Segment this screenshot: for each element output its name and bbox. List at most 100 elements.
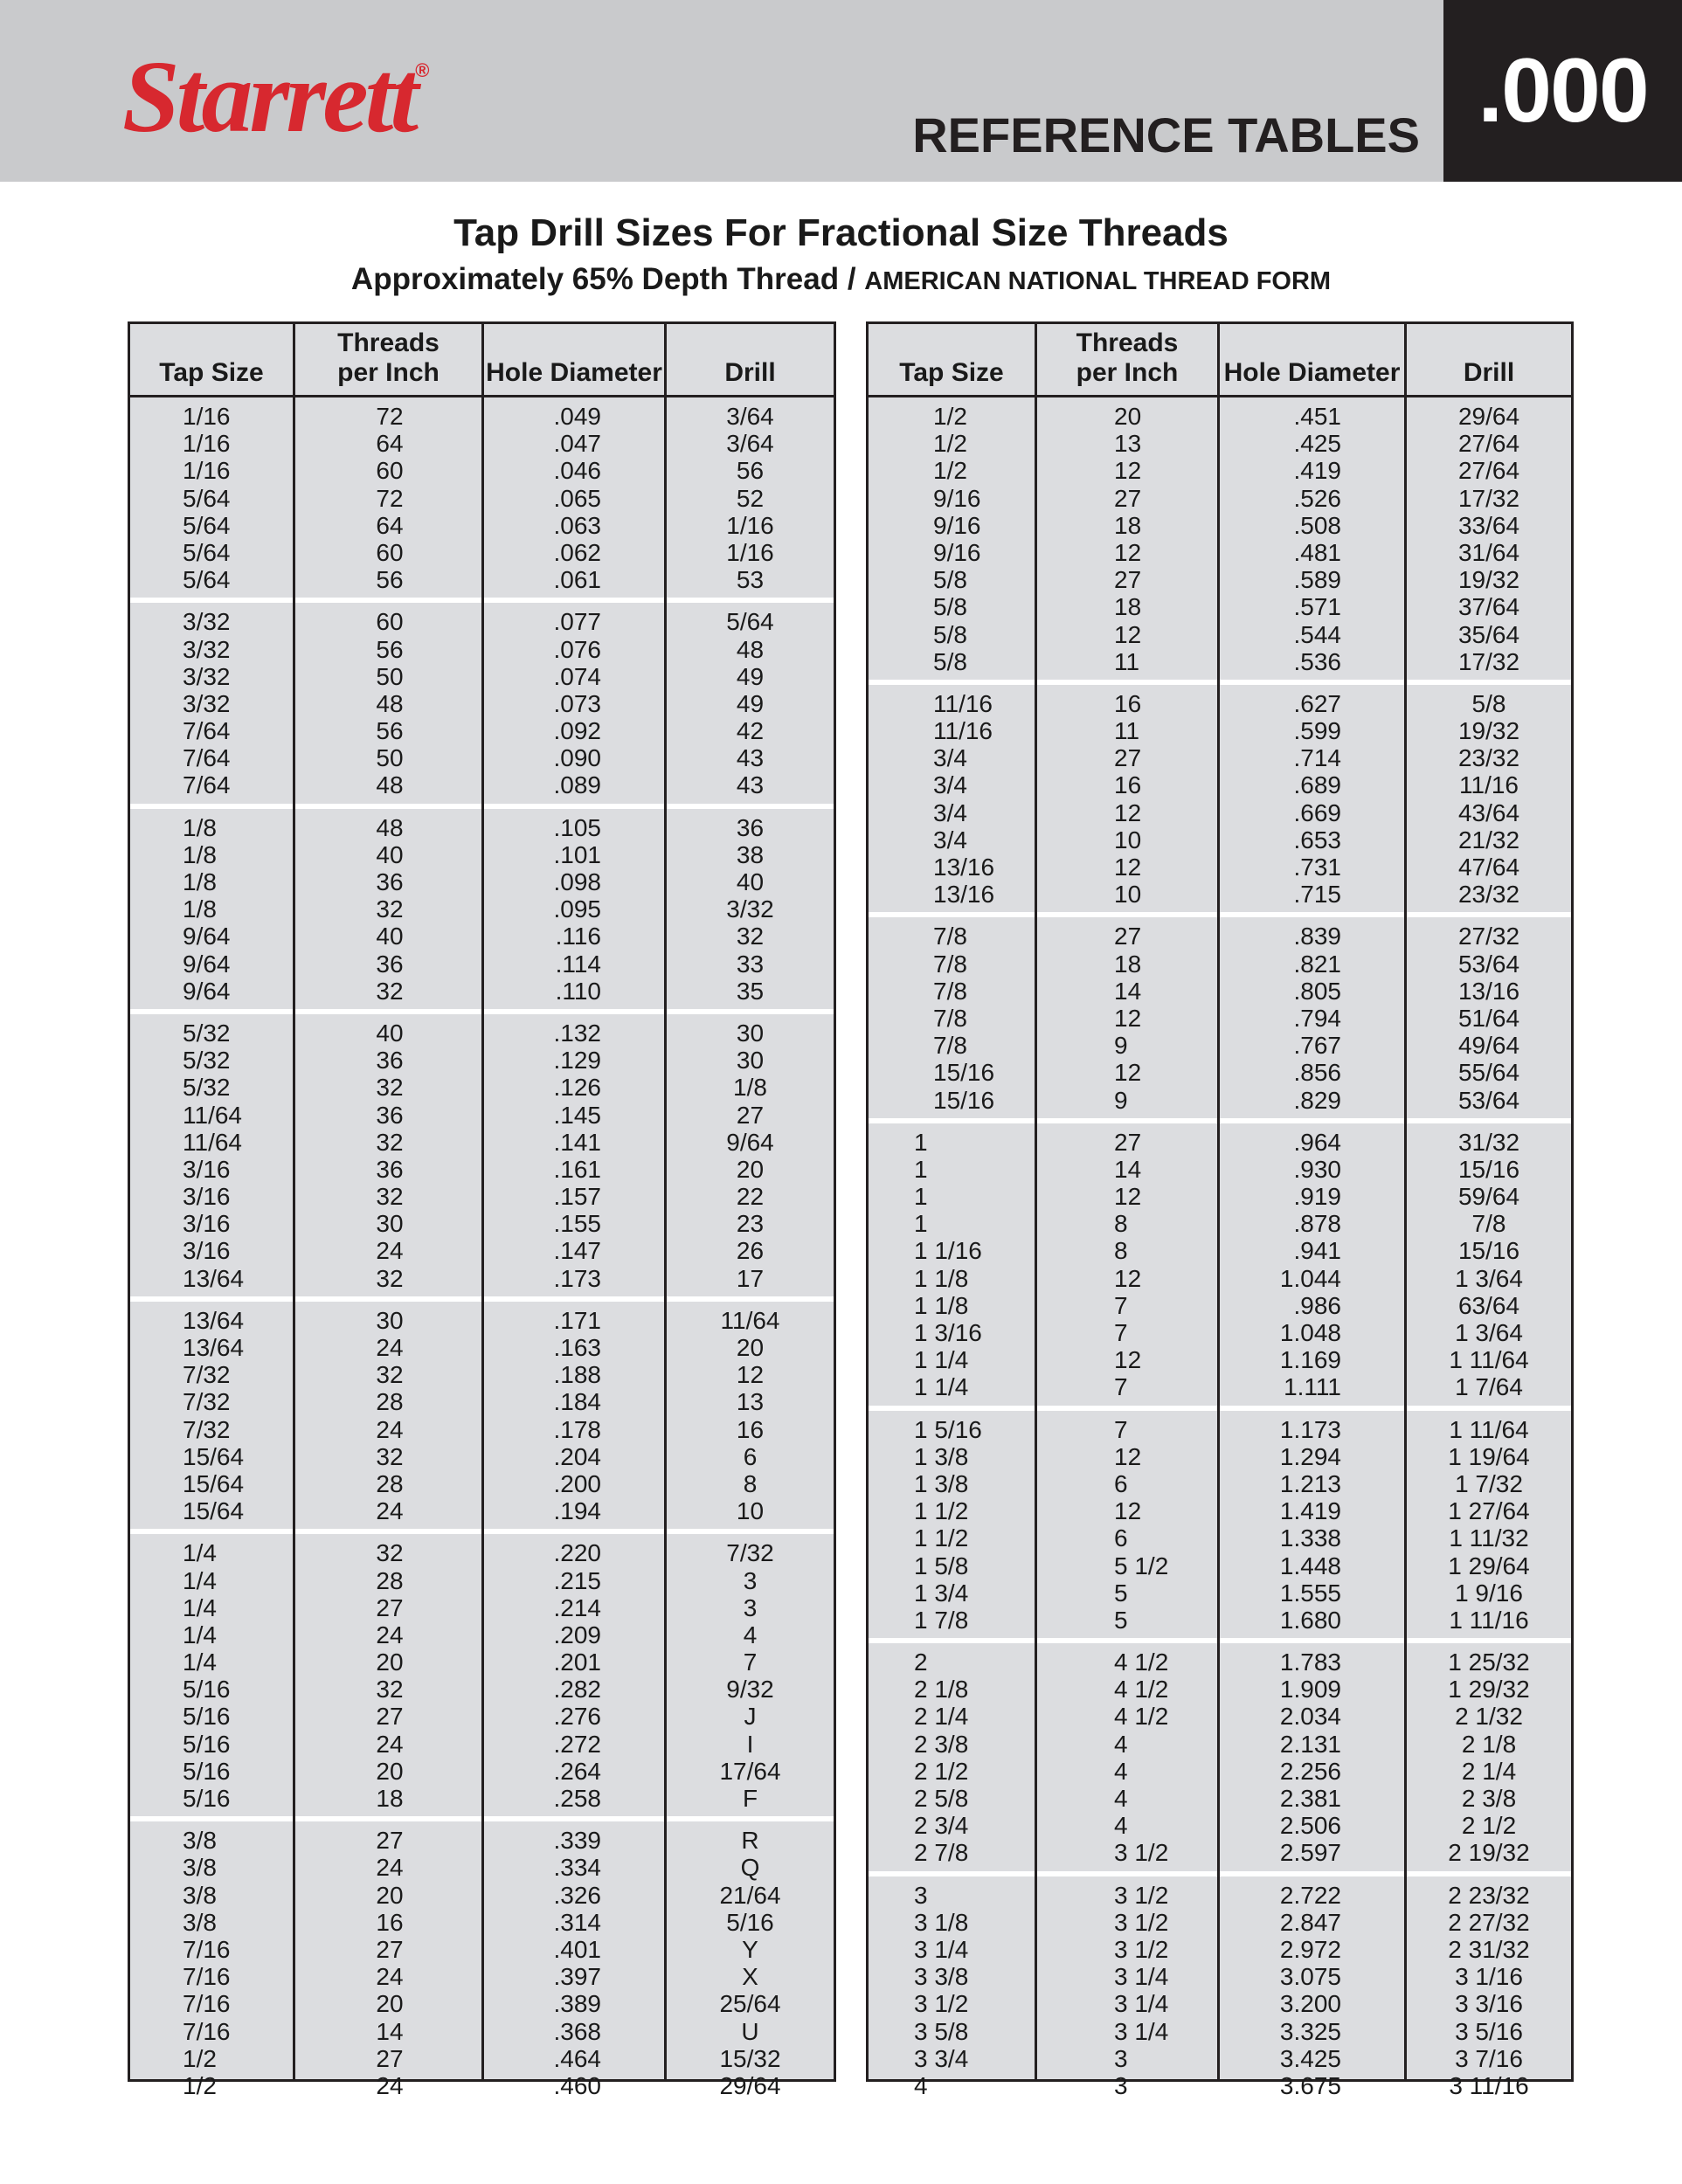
cell-tap-size: 3 3/4	[914, 2044, 969, 2072]
cell-hole-diameter: .132	[553, 1019, 602, 1047]
cell-hole-diameter: 2.506	[1279, 1812, 1341, 1840]
table-row: 11/64 32 .141 9/64	[130, 1129, 834, 1156]
cell-hole-diameter: 1.909	[1279, 1676, 1341, 1704]
cell-tap-size: 7/8	[933, 977, 967, 1005]
cell-tap-size: 3/4	[933, 826, 967, 854]
cell-hole-diameter: .089	[553, 771, 602, 799]
cell-tap-size: 7/8	[933, 1004, 967, 1032]
cell-tap-size: 15/64	[183, 1497, 245, 1525]
cell-hole-diameter: .878	[1293, 1210, 1342, 1238]
cell-threads-per-inch: 12	[1114, 1442, 1142, 1470]
cell-threads-per-inch: 7	[1114, 1291, 1128, 1319]
cell-hole-diameter: 1.448	[1279, 1552, 1341, 1579]
table-row: 9/16 27 .526 17/32	[869, 485, 1571, 512]
cell-drill: 1 27/64	[1448, 1497, 1530, 1525]
cell-tap-size: 3/8	[183, 1881, 217, 1909]
table-row: 11/16 16 .627 5/8	[869, 690, 1571, 717]
table-row: 5/64 64 .063 1/16	[130, 512, 834, 539]
cell-threads-per-inch: 12	[1114, 457, 1142, 485]
table-row: 1/4 28 .215 3	[130, 1567, 834, 1594]
cell-drill: 7	[743, 1648, 758, 1676]
row-group: 7/8 27 .839 27/32 7/8 18 .821 53/64 7/8 14 .805 13/…	[869, 917, 1571, 1123]
cell-hole-diameter: .839	[1293, 923, 1342, 950]
cell-drill: 49/64	[1457, 1032, 1520, 1060]
cell-drill: 1 7/64	[1455, 1373, 1523, 1401]
header-band	[0, 0, 1443, 182]
cell-threads-per-inch: 72	[376, 403, 404, 430]
cell-drill: 2 1/4	[1461, 1757, 1517, 1785]
cell-tap-size: 7/64	[183, 771, 231, 799]
cell-threads-per-inch: 48	[376, 813, 404, 841]
cell-hole-diameter: .194	[553, 1497, 602, 1525]
cell-tap-size: 1/16	[183, 403, 231, 430]
cell-tap-size: 1/4	[183, 1648, 217, 1676]
table-row: 3/32 48 .073 49	[130, 690, 834, 717]
table-row: 5/32 36 .129 30	[130, 1047, 834, 1074]
table-row: 3/16 24 .147 26	[130, 1237, 834, 1264]
cell-tap-size: 1	[914, 1155, 928, 1183]
cell-drill: 31/32	[1457, 1128, 1520, 1156]
tap-drill-table-left: Tap Size Threads per Inch Hole Diameter Dri…	[128, 321, 836, 2099]
cell-drill: 27/64	[1457, 457, 1520, 485]
cell-drill: 53/64	[1457, 950, 1520, 978]
table-row: 2 3/8 4 2.131 2 1/8	[869, 1731, 1571, 1758]
table-row: 3/16 30 .155 23	[130, 1210, 834, 1237]
cell-threads-per-inch: 24	[376, 2071, 404, 2099]
table-row: 3/32 56 .076 48	[130, 636, 834, 663]
cell-threads-per-inch: 60	[376, 538, 404, 566]
cell-hole-diameter: 1.044	[1279, 1264, 1341, 1292]
cell-tap-size: 3/4	[933, 744, 967, 772]
cell-tap-size: 13/16	[933, 854, 995, 881]
table-row: 3 5/8 3 1/4 3.325 3 5/16	[869, 2018, 1571, 2045]
cell-tap-size: 5/8	[933, 593, 967, 621]
table-row: 7/32 32 .188 12	[130, 1361, 834, 1388]
cell-drill: 16	[736, 1415, 765, 1443]
cell-threads-per-inch: 56	[376, 635, 404, 663]
table-row: 7/64 48 .089 43	[130, 771, 834, 798]
cell-hole-diameter: .669	[1293, 798, 1342, 826]
table-row: 5/16 20 .264 17/64	[130, 1758, 834, 1785]
cell-tap-size: 3/32	[183, 662, 231, 690]
cell-threads-per-inch: 3 1/2	[1114, 1839, 1169, 1867]
cell-hole-diameter: .282	[553, 1676, 602, 1704]
table-row: 1 3/8 12 1.294 1 19/64	[869, 1443, 1571, 1470]
cell-hole-diameter: .599	[1293, 717, 1342, 745]
table-row: 3/8 16 .314 5/16	[130, 1909, 834, 1936]
table-row: 1/16 72 .049 3/64	[130, 403, 834, 430]
cell-hole-diameter: .829	[1293, 1086, 1342, 1114]
cell-hole-diameter: .155	[553, 1210, 602, 1238]
cell-tap-size: 3/32	[183, 689, 231, 717]
cell-hole-diameter: .047	[553, 430, 602, 458]
cell-hole-diameter: .209	[553, 1621, 602, 1648]
cell-tap-size: 1/8	[183, 895, 217, 923]
cell-hole-diameter: .046	[553, 457, 602, 485]
table-row: 5/8 11 .536 17/32	[869, 648, 1571, 675]
cell-drill: 6	[743, 1442, 758, 1470]
cell-threads-per-inch: 28	[376, 1388, 404, 1416]
cell-tap-size: 1 7/8	[914, 1606, 969, 1634]
cell-threads-per-inch: 32	[376, 1128, 404, 1156]
table-row: 1 5/16 7 1.173 1 11/64	[869, 1416, 1571, 1443]
column-header-tap-size: Tap Size	[869, 324, 1037, 395]
cell-threads-per-inch: 24	[376, 1334, 404, 1361]
cell-tap-size: 9/16	[933, 511, 981, 539]
cell-drill: 2 1/2	[1461, 1812, 1517, 1840]
cell-hole-diameter: .074	[553, 662, 602, 690]
table-row: 1 3/16 7 1.048 1 3/64	[869, 1319, 1571, 1346]
table-row: 1/2 27 .464 15/32	[130, 2045, 834, 2072]
cell-threads-per-inch: 12	[1114, 1346, 1142, 1374]
table-row: 7/16 14 .368 U	[130, 2018, 834, 2045]
cell-threads-per-inch: 64	[376, 511, 404, 539]
cell-hole-diameter: .627	[1293, 689, 1342, 717]
cell-drill: J	[744, 1703, 757, 1731]
column-header-hole-diameter: Hole Diameter	[1220, 324, 1407, 395]
cell-drill: 2 27/32	[1448, 1908, 1530, 1936]
cell-threads-per-inch: 14	[376, 2017, 404, 2045]
cell-tap-size: 5/8	[933, 566, 967, 594]
cell-tap-size: 3 5/8	[914, 2017, 969, 2045]
cell-hole-diameter: .451	[1293, 403, 1342, 430]
cell-threads-per-inch: 32	[376, 1442, 404, 1470]
cell-drill: 3/32	[726, 895, 774, 923]
cell-threads-per-inch: 4	[1114, 1757, 1128, 1785]
cell-hole-diameter: .145	[553, 1101, 602, 1129]
